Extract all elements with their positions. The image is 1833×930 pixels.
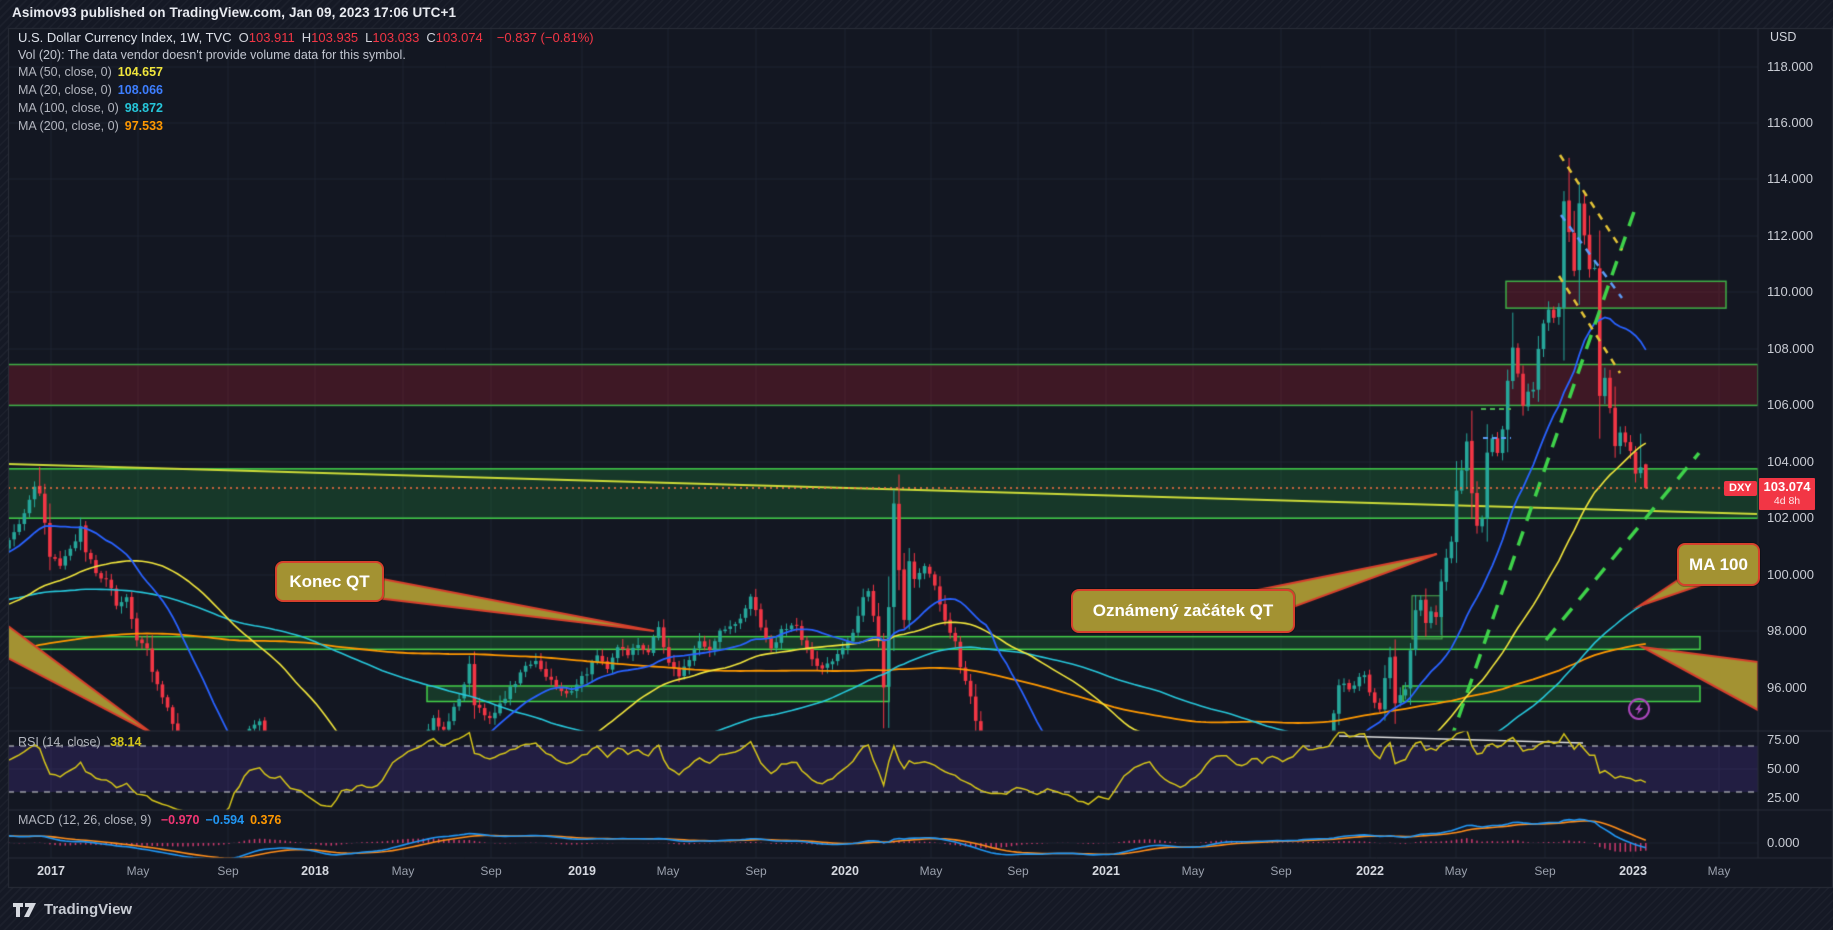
ma-legend-label: MA (200, close, 0) (18, 119, 119, 133)
price-axis-label: 114.000 (1767, 171, 1814, 186)
rsi-value: 38.14 (110, 735, 142, 749)
ma-legend-row[interactable]: MA (20, close, 0) 108.066 (18, 83, 163, 97)
ohlc-value: 103.935 (311, 30, 359, 45)
price-axis-currency: USD (1770, 30, 1797, 44)
time-axis-label: May (919, 864, 943, 878)
ohlc-key: H (301, 30, 312, 45)
ohlc-values: O103.911 H103.935 L103.033 C103.074 (239, 30, 490, 45)
publish-banner: Asimov93 published on TradingView.com, J… (12, 5, 457, 20)
symbol-info-row[interactable]: U.S. Dollar Currency Index, 1W, TVC O103… (18, 30, 594, 45)
last-price-tag[interactable]: 103.074 4d 8h (1759, 478, 1815, 510)
price-axis-label: 96.000 (1767, 680, 1807, 695)
ma-legend-value: 98.872 (124, 101, 163, 115)
last-price-value: 103.074 (1763, 479, 1811, 494)
time-axis-label: May (391, 864, 415, 878)
time-axis-label: 2022 (1356, 864, 1384, 878)
macd-axis-label: 0.000 (1767, 835, 1800, 850)
symbol-price-chip: DXY (1724, 481, 1757, 496)
ohlc-value: 103.911 (248, 30, 295, 45)
time-axis-label: 2023 (1619, 864, 1647, 878)
price-axis-label: 104.000 (1767, 454, 1814, 469)
time-axis-label: May (1707, 864, 1731, 878)
ohlc-key: O (238, 30, 249, 45)
ohlc-key: C (426, 30, 436, 45)
callout-oznameny-zacatek-qt[interactable]: Oznámený začátek QT (1071, 589, 1295, 633)
macd-value: −0.594 (205, 813, 245, 827)
time-axis-label: 2019 (568, 864, 596, 878)
ma-legend-label: MA (20, close, 0) (18, 83, 112, 97)
price-axis-label: 102.000 (1767, 510, 1814, 525)
time-axis-label: May (1444, 864, 1468, 878)
ma-legend-value: 108.066 (117, 83, 163, 97)
price-axis-label: 112.000 (1767, 228, 1814, 243)
time-axis-label: May (656, 864, 680, 878)
ohlc-value: 103.033 (372, 30, 420, 45)
macd-value: −0.970 (160, 813, 200, 827)
time-axis-label: 2017 (37, 864, 65, 878)
time-axis-label: Sep (1007, 864, 1029, 878)
price-axis-label: 118.000 (1767, 59, 1814, 74)
callout-ma-100[interactable]: MA 100 (1677, 543, 1760, 586)
bar-countdown: 4d 8h (1773, 494, 1801, 507)
ma-legend-row[interactable]: MA (100, close, 0) 98.872 (18, 101, 163, 115)
ma-legend-value: 104.657 (117, 65, 163, 79)
ohlc-key: L (365, 30, 373, 45)
macd-label: MACD (12, 26, close, 9) (18, 813, 152, 827)
price-axis-label: 116.000 (1767, 115, 1814, 130)
tradingview-logo-icon (13, 902, 36, 917)
ma-legend-label: MA (50, close, 0) (18, 65, 112, 79)
callout-ma100-label: MA 100 (1689, 554, 1748, 574)
ma-legend-label: MA (100, close, 0) (18, 101, 119, 115)
rsi-label: RSI (14, close) (18, 735, 101, 749)
callout-konec-qt-label: Konec QT (289, 571, 370, 591)
ma-legend-value: 97.533 (124, 119, 163, 133)
time-axis-label: Sep (1534, 864, 1556, 878)
callout-konec-qt[interactable]: Konec QT (275, 561, 384, 602)
time-axis-label: 2018 (301, 864, 329, 878)
callout-oznameny-label: Oznámený začátek QT (1092, 601, 1274, 620)
ohlc-value: 103.074 (435, 30, 483, 45)
change-value: −0.837 (−0.81%) (496, 30, 594, 45)
time-axis-label: 2020 (831, 864, 859, 878)
tradingview-logo[interactable]: TradingView (13, 901, 132, 918)
price-axis-label: 98.000 (1767, 623, 1807, 638)
time-axis-label: Sep (745, 864, 767, 878)
rsi-legend[interactable]: RSI (14, close) 38.14 (18, 735, 141, 749)
ma-legend-row[interactable]: MA (200, close, 0) 97.533 (18, 119, 163, 133)
price-axis-label: 100.000 (1767, 567, 1814, 582)
time-axis-label: May (126, 864, 150, 878)
macd-value: 0.376 (250, 813, 282, 827)
macd-legend[interactable]: MACD (12, 26, close, 9) −0.970 −0.594 0.37… (18, 813, 281, 827)
time-axis-label: 2021 (1092, 864, 1120, 878)
tradingview-logo-text: TradingView (44, 901, 133, 918)
time-axis-label: May (1181, 864, 1205, 878)
ma-legend-row[interactable]: MA (50, close, 0) 104.657 (18, 65, 163, 79)
symbol-title: U.S. Dollar Currency Index, 1W, TVC (18, 30, 232, 45)
rsi-axis-label: 50.00 (1767, 761, 1800, 776)
rsi-axis-label: 75.00 (1767, 732, 1800, 747)
time-axis-label: Sep (1270, 864, 1292, 878)
time-axis-label: Sep (480, 864, 502, 878)
rsi-axis-label: 25.00 (1767, 790, 1800, 805)
macd-values: −0.970 −0.594 0.376 (155, 813, 281, 827)
price-axis-label: 108.000 (1767, 341, 1814, 356)
volume-note: Vol (20): The data vendor doesn't provid… (18, 48, 406, 62)
price-axis-label: 106.000 (1767, 397, 1814, 412)
time-axis-label: Sep (217, 864, 239, 878)
price-axis-label: 110.000 (1767, 284, 1814, 299)
